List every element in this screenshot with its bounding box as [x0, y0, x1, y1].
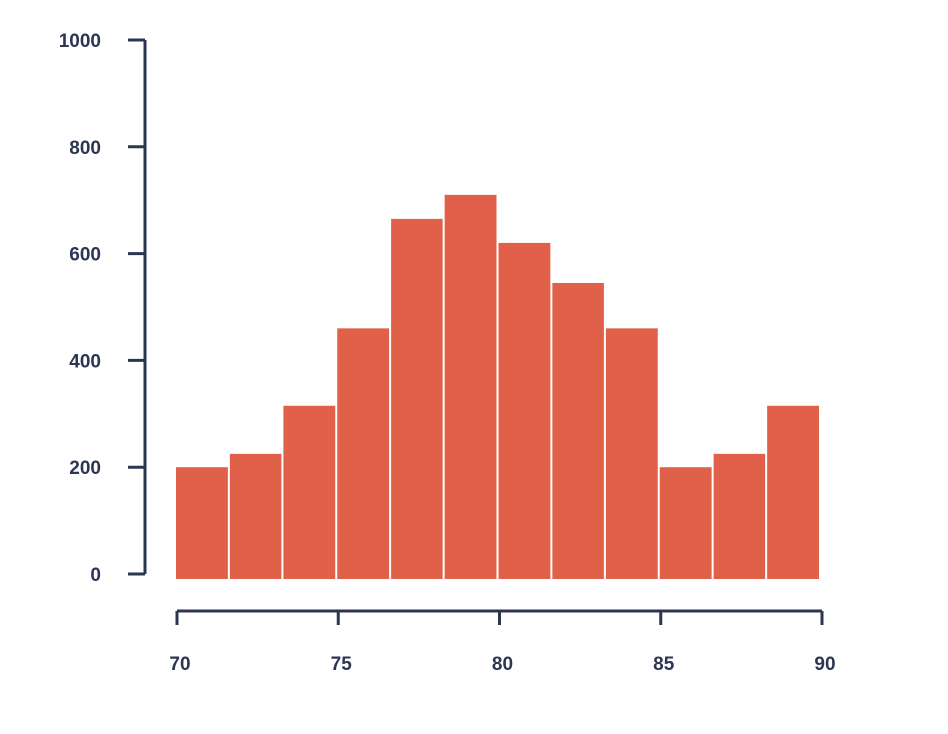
- x-tick-label: 70: [169, 654, 190, 675]
- histogram-bar: [444, 194, 497, 580]
- histogram-bar: [713, 453, 766, 579]
- histogram-bar: [605, 328, 658, 579]
- x-tick-label: 75: [331, 654, 353, 675]
- x-tick-label: 85: [653, 654, 675, 675]
- histogram-bar: [498, 242, 551, 580]
- y-tick-label: 1000: [59, 31, 101, 52]
- histogram-bar: [229, 453, 282, 579]
- y-tick-label: 400: [69, 351, 101, 372]
- y-tick-label: 800: [69, 138, 101, 159]
- histogram-bar: [552, 282, 604, 579]
- y-tick-label: 200: [69, 458, 101, 479]
- histogram-bar: [337, 328, 390, 579]
- x-axis: 70 75 80 85 90: [169, 609, 836, 675]
- y-tick-label: 600: [69, 245, 101, 266]
- y-axis: 0 200 400 600 800 1000: [59, 31, 147, 586]
- histogram-bar: [659, 467, 712, 579]
- histogram-bar: [767, 405, 819, 579]
- histogram-bar: [391, 218, 443, 579]
- x-tick-label: 80: [492, 654, 513, 675]
- y-tick-label: 0: [90, 565, 101, 586]
- x-tick-label: 90: [814, 654, 835, 675]
- histogram-bar: [176, 467, 228, 579]
- histogram-bar: [283, 405, 336, 579]
- histogram-bars: [176, 194, 819, 580]
